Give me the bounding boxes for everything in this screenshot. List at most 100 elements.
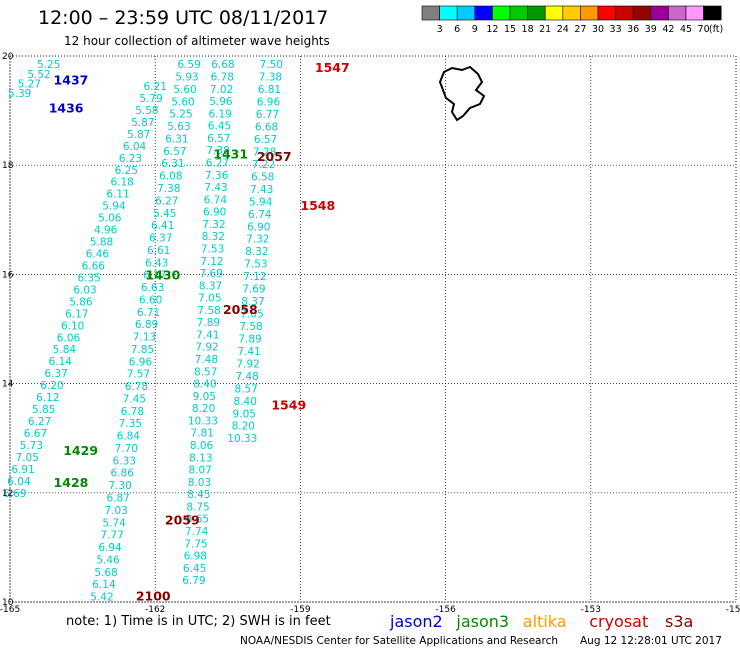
wave-height-value: 6.89: [135, 319, 158, 331]
legend-swatch: [474, 5, 493, 21]
wave-height-value: 6.79: [182, 575, 205, 587]
satellite-name: altika: [523, 612, 567, 631]
wave-height-value: 6.58: [251, 171, 274, 183]
altimeter-tracks: 5.255.525.275.396.215.795.585.875.876.04…: [3, 59, 283, 603]
wave-height-value: 5.73: [20, 440, 43, 452]
wave-height-value: 9.05: [193, 391, 216, 403]
wave-height-value: 8.65: [186, 514, 209, 526]
wave-height-value: 5.06: [98, 213, 122, 225]
wave-height-value: 6.98: [184, 551, 207, 563]
legend-label: 39: [645, 24, 657, 35]
wave-height-value: 7.41: [196, 329, 219, 341]
wave-height-value: 7.05: [198, 293, 221, 305]
wave-height-value: 7.89: [238, 333, 261, 345]
legend-swatch: [562, 5, 581, 21]
wave-height-value: 8.20: [192, 403, 215, 415]
legend-label: 3: [437, 24, 443, 35]
wave-height-value: 6.10: [61, 320, 84, 332]
wave-height-value: 5.79: [139, 93, 162, 105]
wave-height-value: 8.57: [234, 383, 257, 395]
pass-time-label: 1548: [300, 198, 335, 213]
wave-height-value: 6.17: [143, 270, 166, 282]
wave-height-value: 7.89: [197, 317, 220, 329]
legend-label: 24: [557, 24, 569, 35]
wave-height-value: 6.90: [247, 221, 270, 233]
wave-height-value: 6.08: [159, 171, 182, 183]
legend-label: 21: [539, 24, 551, 35]
wave-height-value: 7.38: [259, 72, 282, 84]
wave-height-value: 8.13: [189, 452, 212, 464]
wave-height-value: 5.93: [175, 72, 198, 84]
wave-height-value: 6.03: [73, 284, 96, 296]
wave-height-value: 6.18: [110, 177, 133, 189]
wave-height-value: 5.25: [37, 59, 60, 71]
wave-height-value: 6.27: [28, 416, 51, 428]
wave-height-value: 6.60: [139, 294, 162, 306]
wave-height-value: 6.37: [149, 233, 172, 245]
pass-time-label: 1436: [49, 100, 84, 115]
legend-swatch: [456, 5, 476, 21]
wave-height-value: 5.46: [96, 554, 120, 566]
legend-label: 33: [610, 24, 622, 35]
wave-height-value: 7.85: [131, 344, 154, 356]
wave-height-value: 9.05: [233, 408, 256, 420]
wave-height-value: 7.05: [240, 309, 263, 321]
wave-height-value: 5.39: [8, 88, 31, 100]
satellite-name: jason2: [389, 612, 443, 631]
wave-height-value: 7.48: [195, 354, 218, 366]
lat-tick-label: 12: [2, 489, 13, 499]
wave-height-value: 6.33: [113, 455, 136, 467]
wave-height-value: 6.66: [82, 260, 106, 272]
wave-height-value: 6.04: [7, 476, 31, 488]
wave-height-value: 5.42: [90, 592, 113, 604]
wave-height-value: 7.12: [243, 271, 266, 283]
wave-height-value: 5.96: [209, 96, 233, 108]
wave-height-value: 7.81: [191, 428, 214, 440]
wave-height-value: 8.75: [186, 501, 209, 513]
wave-height-value: 5.87: [131, 117, 154, 129]
wave-height-value: 7.69: [242, 284, 265, 296]
wave-height-value: 7.77: [100, 530, 123, 542]
wave-height-value: 5.74: [102, 517, 126, 529]
wave-height-value: 6.06: [57, 332, 81, 344]
footer-note: note: 1) Time is in UTC; 2) SWH is in fe…: [66, 614, 331, 629]
satellite-name: cryosat: [589, 612, 648, 631]
wave-height-value: 7.28: [253, 146, 276, 158]
wave-height-value: 6.37: [44, 368, 67, 380]
wave-height-value: 5.84: [53, 344, 77, 356]
wave-height-value: 6.45: [208, 121, 231, 133]
wave-height-value: 5.58: [135, 105, 158, 117]
legend-label: 30: [592, 24, 604, 35]
color-legend: 3 6 9 12 15 18 21 24 27 30 33 36 39 42 45 70 (ft): [421, 5, 723, 35]
wave-height-value: 7.41: [237, 346, 260, 358]
wave-height-value: 6.17: [65, 308, 88, 320]
wave-height-value: 7.30: [108, 480, 131, 492]
wave-height-value: 7.22: [252, 159, 275, 171]
wave-height-value: 7.92: [195, 342, 218, 354]
legend-label: 36: [627, 24, 639, 35]
wave-height-value: 6.57: [254, 134, 277, 146]
lon-tick-label: -159: [290, 605, 311, 615]
legend-label: 12: [486, 24, 498, 35]
wave-height-value: 6.25: [115, 165, 138, 177]
legend-swatch: [421, 5, 440, 21]
wave-height-value: 8.03: [188, 477, 211, 489]
pass-time-label: 2057: [257, 149, 292, 164]
wave-height-value: 5.63: [167, 121, 190, 133]
wave-height-value: 8.57: [194, 366, 217, 378]
wave-height-value: 6.46: [86, 249, 110, 261]
legend-label: 15: [504, 24, 516, 35]
wave-height-value: 6.20: [40, 380, 63, 392]
wave-height-value: 6.78: [121, 406, 144, 418]
pass-time-label: 1549: [271, 397, 306, 412]
wave-height-value: 7.45: [123, 393, 146, 405]
wave-height-value: 6.90: [203, 207, 226, 219]
legend-swatch: [650, 5, 669, 21]
legend-label: 70: [698, 24, 710, 35]
wave-height-value: 6.74: [248, 209, 272, 221]
wave-height-value: 7.35: [119, 418, 142, 430]
wave-height-value: 8.20: [232, 421, 255, 433]
wave-height-value: 8.32: [245, 246, 268, 258]
wave-height-value: 7.53: [244, 259, 267, 271]
